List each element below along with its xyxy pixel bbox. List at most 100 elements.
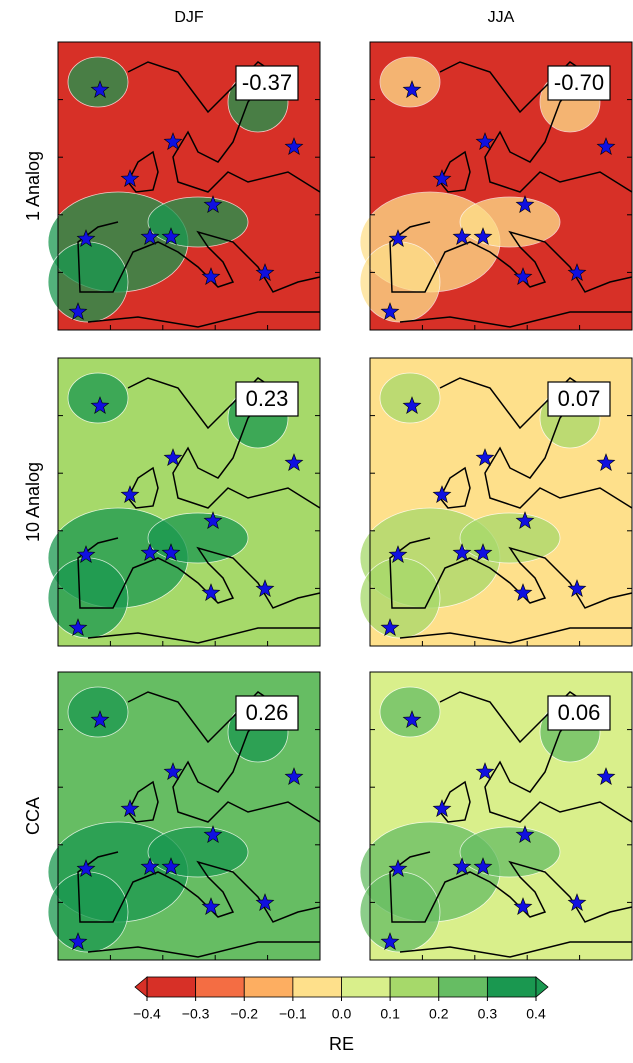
field-patch [67,56,129,108]
field-patch [67,686,129,738]
station-star [163,762,183,780]
map-panel: 0.07 [359,357,633,647]
colorbar-tick-label: 0.4 [526,1006,546,1022]
field-patch [359,871,441,953]
station-star [380,932,400,950]
coastline [389,61,633,328]
station-star [473,227,493,245]
colorbar-tick-label: 0.3 [478,1006,498,1022]
field-patch [379,56,441,108]
station-star [201,897,221,915]
panel-frame [369,671,633,961]
station-star [402,710,422,728]
score-box [547,695,611,731]
colorbar-segment [438,976,488,998]
station-star [255,893,275,911]
station-star [452,543,472,561]
station-star [513,897,533,915]
station-star [284,453,304,471]
score-box [547,381,611,417]
station-star [76,545,96,563]
station-star [432,799,452,817]
colorbar-tick-label: −0.3 [182,1006,210,1022]
colorbar-tick-label: 0.2 [429,1006,449,1022]
colorbar-tick-label: −0.4 [133,1006,161,1022]
station-star [402,396,422,414]
coastline [389,377,633,644]
station-star [380,302,400,320]
station-star [140,227,160,245]
map-panel: 0.06 [359,671,633,961]
colorbar-segment [341,976,391,998]
colorbar-segment [389,976,440,998]
station-star [161,227,181,245]
station-star [90,80,110,98]
station-star [475,448,495,466]
station-star [473,543,493,561]
station-star [284,767,304,785]
station-star [452,857,472,875]
colorbar-segment [486,976,537,998]
station-star [388,859,408,877]
coastline [77,377,321,644]
station-star [201,583,221,601]
station-star [284,137,304,155]
station-star [76,859,96,877]
station-star [255,263,275,281]
station-star [120,485,140,503]
score-label: 0.07 [558,386,601,411]
colorbar-label: RE [329,1034,354,1054]
map-panel: 0.26 [47,671,321,961]
station-star [567,893,587,911]
panel-frame [369,357,633,647]
station-star [380,618,400,636]
station-star [596,453,616,471]
station-star [513,267,533,285]
station-star [513,583,533,601]
station-star [161,543,181,561]
score-label: -0.70 [554,70,604,95]
map-panel: 0.23 [47,357,321,647]
field-patch [459,826,561,878]
score-box [235,381,299,417]
station-star [388,229,408,247]
coastline [389,691,633,958]
station-star [203,825,223,843]
coastline [77,61,321,328]
colorbar-tick-label: −0.1 [279,1006,307,1022]
station-star [515,511,535,529]
panel-frame [57,357,321,647]
station-star [567,579,587,597]
row-label: 10 Analog [23,462,43,542]
field-patch [147,512,249,564]
station-star [432,485,452,503]
station-star [475,132,495,150]
panel-frame [369,41,633,331]
station-star [515,825,535,843]
panel-frame [57,671,321,961]
colorbar-tick-label: 0.0 [332,1006,352,1022]
station-star [68,618,88,636]
row-label: 1 Analog [23,151,43,221]
station-star [161,857,181,875]
score-label: -0.37 [242,70,292,95]
station-star [68,302,88,320]
field-patch [147,196,249,248]
score-label: 0.26 [246,700,289,725]
colorbar-segment [292,976,342,998]
station-star [90,396,110,414]
station-star [203,195,223,213]
colorbar-segment [195,976,245,998]
row-label: CCA [23,797,43,835]
station-star [473,857,493,875]
station-star [120,799,140,817]
station-star [203,511,223,529]
station-star [596,767,616,785]
station-star [90,710,110,728]
score-box [547,65,611,101]
station-star [388,545,408,563]
field-patch [47,871,129,953]
station-star [432,169,452,187]
colorbar-segment [146,976,197,998]
